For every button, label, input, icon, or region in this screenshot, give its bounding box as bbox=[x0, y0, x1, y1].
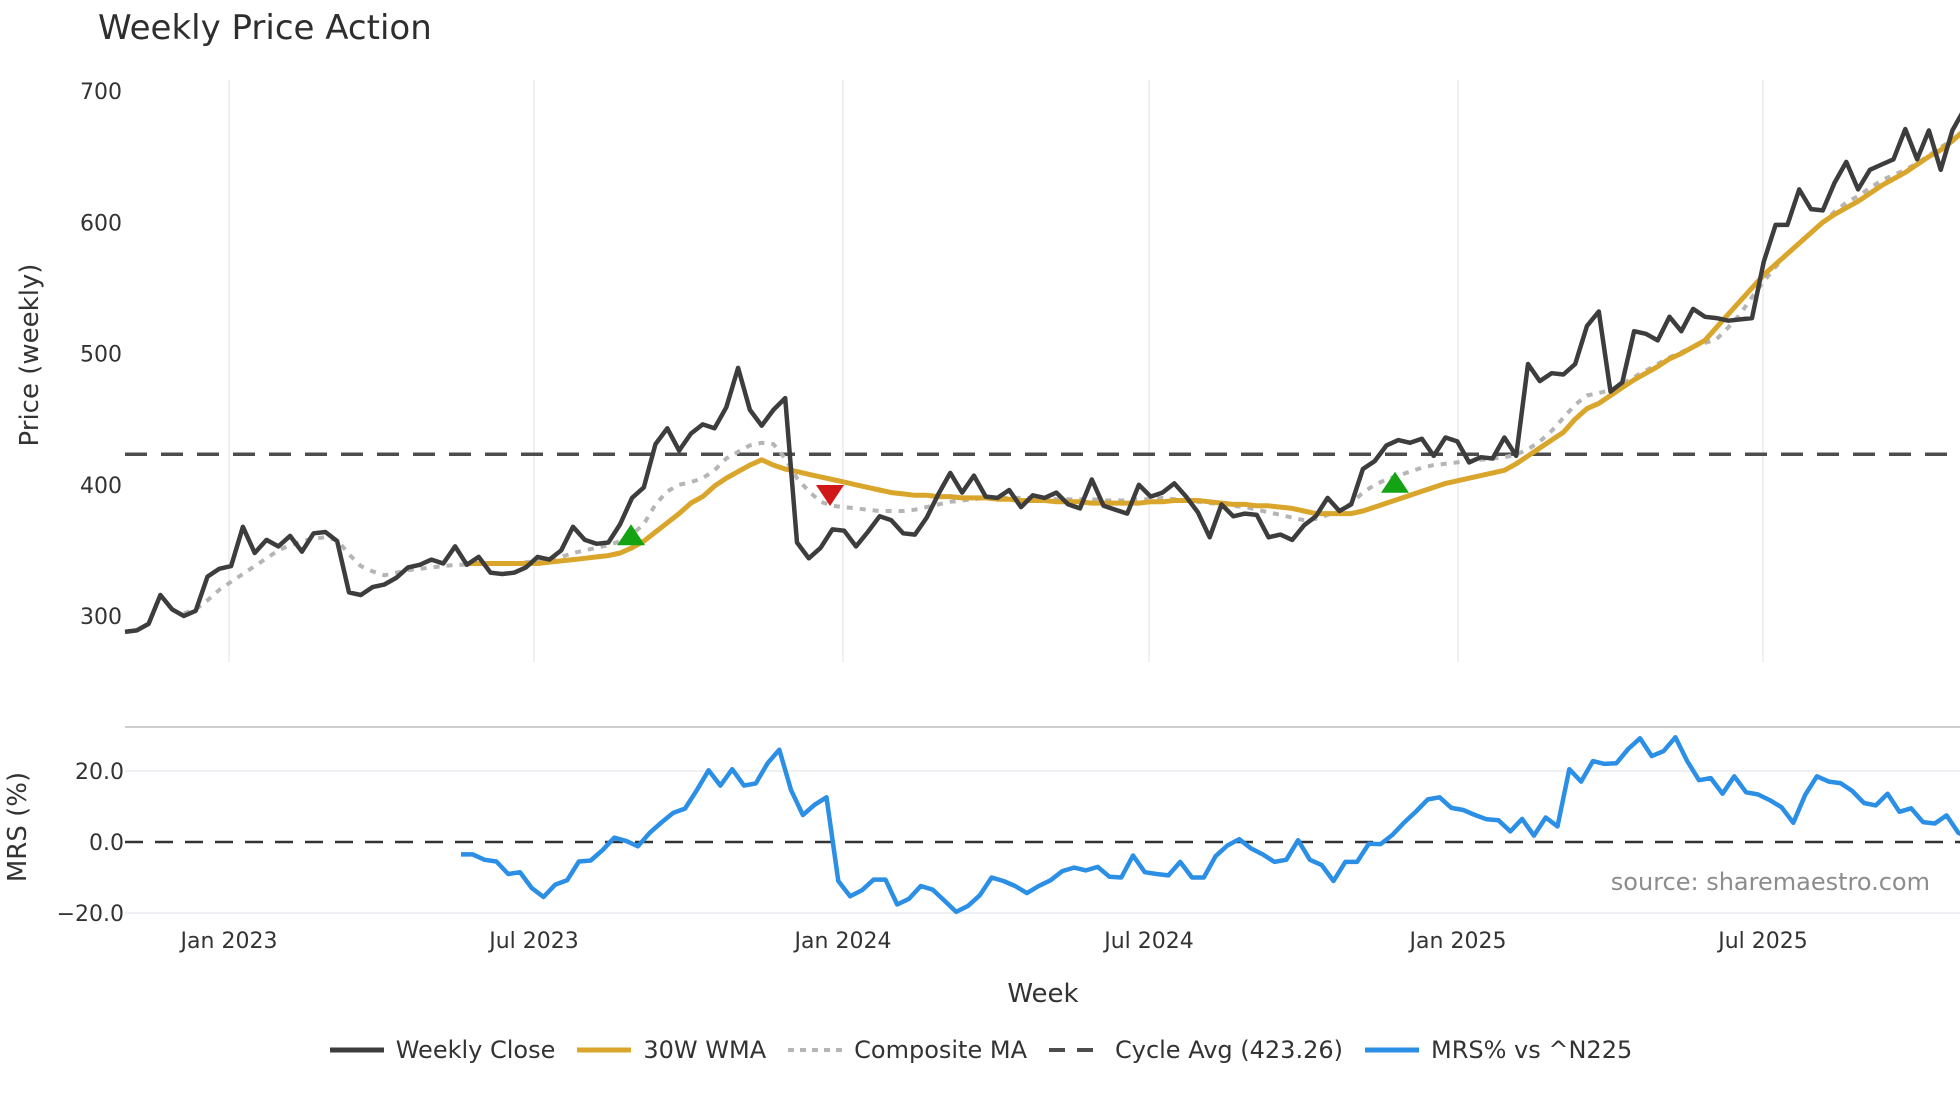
legend-item[interactable]: Cycle Avg (423.26) bbox=[1047, 1036, 1343, 1064]
mrs-axis-title: MRS (%) bbox=[3, 772, 33, 882]
signal-markers bbox=[617, 471, 1409, 546]
mrs-tick-label: 0.0 bbox=[89, 831, 124, 856]
legend: Weekly Close 30W WMA Composite MA Cycle Avg… bbox=[0, 1036, 1960, 1064]
x-tick-label: Jan 2025 bbox=[1408, 929, 1507, 954]
price-axis-title: Price (weekly) bbox=[15, 264, 45, 447]
legend-swatch-icon bbox=[577, 1047, 632, 1053]
price-tick-label: 300 bbox=[80, 605, 122, 630]
mrs-tick-label: −20.0 bbox=[57, 902, 124, 927]
source-label: source: sharemaestro.com bbox=[1611, 868, 1930, 896]
price-tick-label: 400 bbox=[80, 474, 122, 499]
legend-item[interactable]: MRS% vs ^N225 bbox=[1363, 1036, 1632, 1064]
x-tick-label: Jan 2023 bbox=[179, 929, 278, 954]
legend-label: Composite MA bbox=[854, 1036, 1027, 1064]
legend-label: 30W WMA bbox=[643, 1036, 767, 1064]
x-tick-label: Jul 2025 bbox=[1716, 929, 1808, 954]
mrs-y-axis: −20.0 0.0 20.0 bbox=[57, 760, 124, 927]
legend-item[interactable]: Weekly Close bbox=[328, 1036, 556, 1064]
mrs-series bbox=[125, 735, 1960, 915]
legend-item[interactable]: 30W WMA bbox=[575, 1036, 766, 1064]
mrs-tick-label: 20.0 bbox=[75, 760, 124, 785]
legend-swatch-icon bbox=[329, 1047, 384, 1053]
buy-signal-icon bbox=[617, 524, 645, 546]
legend-label: MRS% vs ^N225 bbox=[1430, 1036, 1633, 1064]
buy-signal-icon bbox=[1381, 471, 1409, 493]
legend-swatch-icon bbox=[1048, 1048, 1103, 1052]
gridlines bbox=[125, 80, 1960, 914]
x-tick-label: Jul 2024 bbox=[1102, 929, 1194, 954]
x-tick-label: Jan 2024 bbox=[793, 929, 892, 954]
weekly-close-line bbox=[124, 112, 1960, 635]
price-tick-label: 500 bbox=[80, 343, 122, 368]
price-tick-label: 700 bbox=[80, 80, 122, 105]
composite-ma-line bbox=[183, 131, 1960, 616]
wma-line bbox=[466, 130, 1960, 566]
x-axis: Jan 2023 Jul 2023 Jan 2024 Jul 2024 Jan 2025… bbox=[179, 929, 1808, 954]
x-axis-title: Week bbox=[1007, 979, 1078, 1009]
legend-swatch-icon bbox=[1364, 1047, 1419, 1053]
legend-item[interactable]: Composite MA bbox=[786, 1036, 1027, 1064]
legend-label: Cycle Avg (423.26) bbox=[1114, 1036, 1343, 1064]
sell-signal-icon bbox=[816, 484, 844, 506]
legend-swatch-icon bbox=[788, 1048, 843, 1052]
mrs-line bbox=[461, 735, 1960, 915]
price-tick-label: 600 bbox=[80, 211, 122, 236]
x-tick-label: Jul 2023 bbox=[487, 929, 579, 954]
price-series bbox=[124, 112, 1960, 635]
price-y-axis: 300 400 500 600 700 bbox=[80, 80, 122, 630]
chart-title: Weekly Price Action bbox=[98, 8, 432, 48]
legend-label: Weekly Close bbox=[395, 1036, 556, 1064]
